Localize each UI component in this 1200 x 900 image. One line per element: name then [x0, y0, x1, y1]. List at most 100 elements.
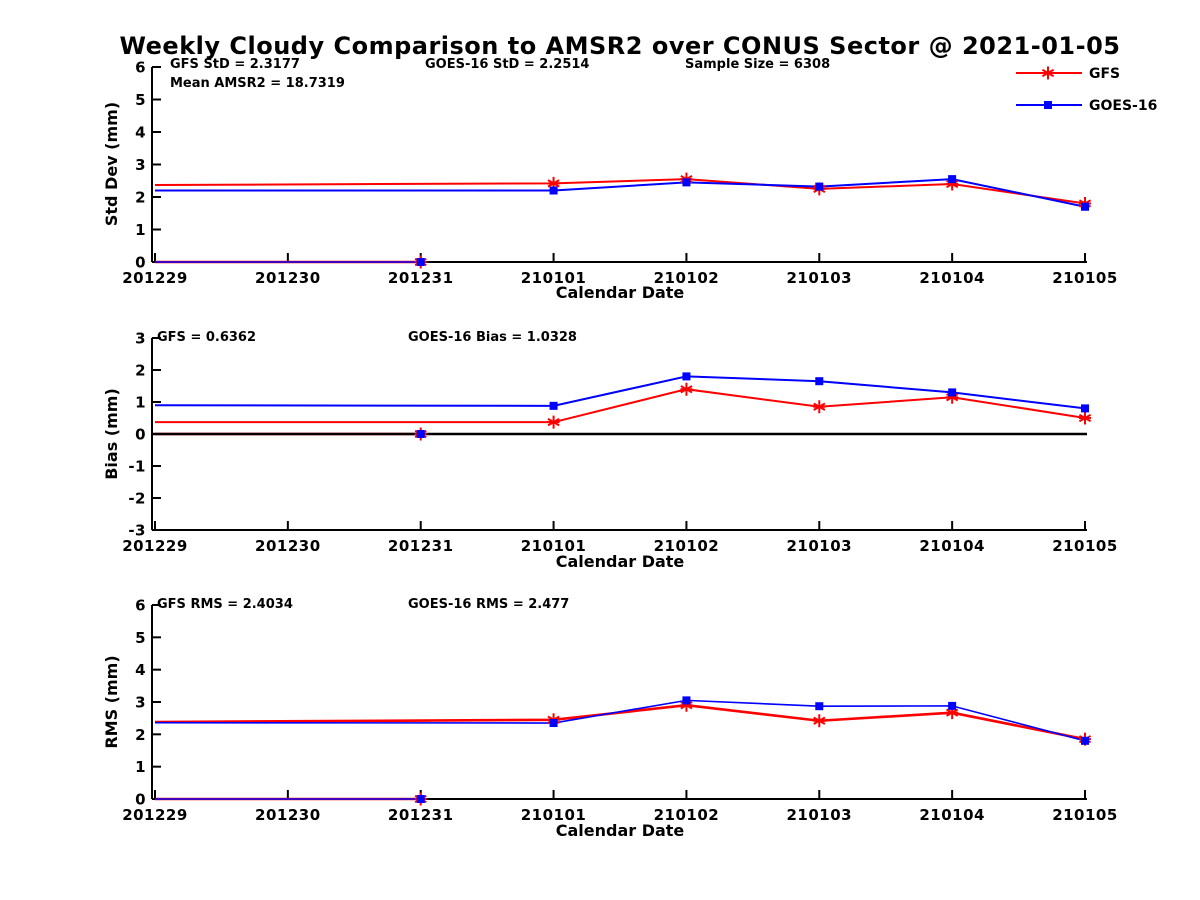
data-marker-square — [549, 719, 558, 728]
data-marker-star — [946, 177, 959, 191]
x-tick-label: 201231 — [388, 269, 454, 287]
y-tick-label: 1 — [135, 394, 146, 412]
y-tick-label: 6 — [135, 59, 146, 77]
data-marker-square — [948, 388, 957, 397]
p1-stat-goes-std: GOES-16 StD = 2.2514 — [425, 57, 589, 72]
x-tick-label: 210104 — [919, 269, 985, 287]
data-marker-star — [547, 176, 560, 190]
x-tick-label: 210102 — [654, 806, 720, 824]
x-tick-label: 210105 — [1052, 269, 1118, 287]
x-tick-label: 201230 — [255, 269, 321, 287]
x-tick-label: 210101 — [521, 269, 587, 287]
y-tick-label: 6 — [135, 597, 146, 615]
p3-y-axis-title: RMS (mm) — [102, 655, 121, 748]
data-marker-square — [1081, 202, 1089, 211]
x-tick-label: 210102 — [654, 537, 720, 555]
p3-x-axis-title: Calendar Date — [556, 821, 685, 840]
y-tick-label: 4 — [135, 661, 146, 679]
y-tick-label: 5 — [135, 91, 146, 109]
data-marker-square — [1081, 404, 1089, 413]
x-tick-label: 210104 — [919, 537, 985, 555]
y-tick-label: 0 — [135, 426, 146, 444]
data-marker-square — [682, 178, 691, 187]
p2-y-axis-title: Bias (mm) — [102, 388, 121, 480]
x-tick-label: 201230 — [255, 806, 321, 824]
y-tick-label: 3 — [135, 330, 146, 348]
y-tick-label: 2 — [135, 189, 146, 207]
p2-stat-gfs-bias: GFS = 0.6362 — [157, 330, 256, 345]
y-tick-label: -2 — [128, 490, 146, 508]
x-tick-label: 201229 — [122, 537, 188, 555]
p3-stat-goes-rms: GOES-16 RMS = 2.477 — [408, 597, 569, 612]
gfs-legend-star-icon — [1041, 66, 1055, 80]
x-tick-label: 210102 — [654, 269, 720, 287]
x-tick-label: 210105 — [1052, 537, 1118, 555]
data-marker-square — [416, 430, 425, 438]
p2-stat-goes-bias: GOES-16 Bias = 1.0328 — [408, 330, 577, 345]
p2-x-axis-title: Calendar Date — [556, 552, 685, 571]
data-marker-square — [1081, 736, 1089, 745]
y-tick-label: 1 — [135, 758, 146, 776]
data-marker-square — [948, 175, 957, 184]
y-tick-label: 0 — [135, 791, 146, 809]
x-tick-label: 201231 — [388, 806, 454, 824]
y-tick-label: -3 — [128, 522, 146, 540]
data-marker-square — [416, 795, 425, 803]
p1-stat-mean-amsr2: Mean AMSR2 = 18.7319 — [170, 76, 345, 91]
data-marker-star — [680, 698, 693, 712]
data-marker-star — [547, 415, 560, 429]
x-tick-label: 201231 — [388, 537, 454, 555]
series-line-GOES-16 — [155, 178, 1086, 208]
data-marker-square — [815, 702, 824, 711]
y-tick-label: -1 — [128, 458, 146, 476]
series-line-GFS — [154, 703, 1086, 741]
data-marker-square — [682, 372, 691, 381]
data-marker-square — [549, 186, 558, 195]
y-tick-label: 0 — [135, 254, 146, 272]
series-line-GOES-16 — [154, 699, 1086, 742]
x-tick-label: 210103 — [786, 537, 852, 555]
y-tick-label: 2 — [135, 362, 146, 380]
x-tick-label: 201229 — [122, 806, 188, 824]
x-tick-label: 210105 — [1052, 806, 1118, 824]
y-tick-label: 2 — [135, 726, 146, 744]
p1-x-axis-title: Calendar Date — [556, 283, 685, 302]
data-marker-square — [416, 258, 425, 266]
y-tick-label: 4 — [135, 124, 146, 142]
x-tick-label: 210103 — [786, 806, 852, 824]
x-tick-label: 210104 — [919, 806, 985, 824]
panel-bias: -3 -2 -1 0 1 2 3 201229 201230 201231 210101 210102… — [122, 330, 1118, 556]
panel-rms: 0 1 2 3 4 5 6 201229 201230 201231 210101 210102 210… — [122, 597, 1118, 825]
data-marker-star — [946, 706, 959, 720]
y-tick-label: 3 — [135, 156, 146, 174]
y-tick-label: 1 — [135, 221, 146, 239]
data-marker-square — [815, 377, 824, 386]
chart-title: Weekly Cloudy Comparison to AMSR2 over C… — [120, 32, 1121, 60]
p3-stat-gfs-rms: GFS RMS = 2.4034 — [157, 597, 293, 612]
x-tick-label: 201229 — [122, 269, 188, 287]
goes16-legend-square-icon — [1044, 101, 1052, 109]
p1-stat-gfs-std: GFS StD = 2.3177 — [170, 57, 300, 72]
panel-std_dev: 0 1 2 3 4 5 6 201229 201230 201231 210101 210102 210… — [122, 59, 1118, 288]
x-tick-label: 210103 — [786, 269, 852, 287]
data-marker-square — [815, 182, 824, 191]
data-marker-star — [1078, 411, 1092, 425]
gfs-legend-label: GFS — [1089, 66, 1120, 82]
data-marker-star — [813, 714, 826, 728]
data-marker-star — [946, 390, 959, 404]
y-tick-label: 5 — [135, 629, 146, 647]
series-line-GOES-16 — [154, 375, 1086, 410]
x-tick-label: 210101 — [521, 537, 587, 555]
data-marker-square — [682, 696, 691, 705]
p1-y-axis-title: Std Dev (mm) — [102, 102, 121, 226]
data-marker-square — [549, 401, 558, 410]
p1-stat-sample-size: Sample Size = 6308 — [685, 57, 830, 72]
y-tick-label: 3 — [135, 694, 146, 712]
data-marker-star — [680, 382, 693, 396]
series-line-GFS — [155, 388, 1086, 424]
data-marker-square — [948, 701, 957, 710]
legend: GFS GOES-16 — [1016, 66, 1157, 114]
